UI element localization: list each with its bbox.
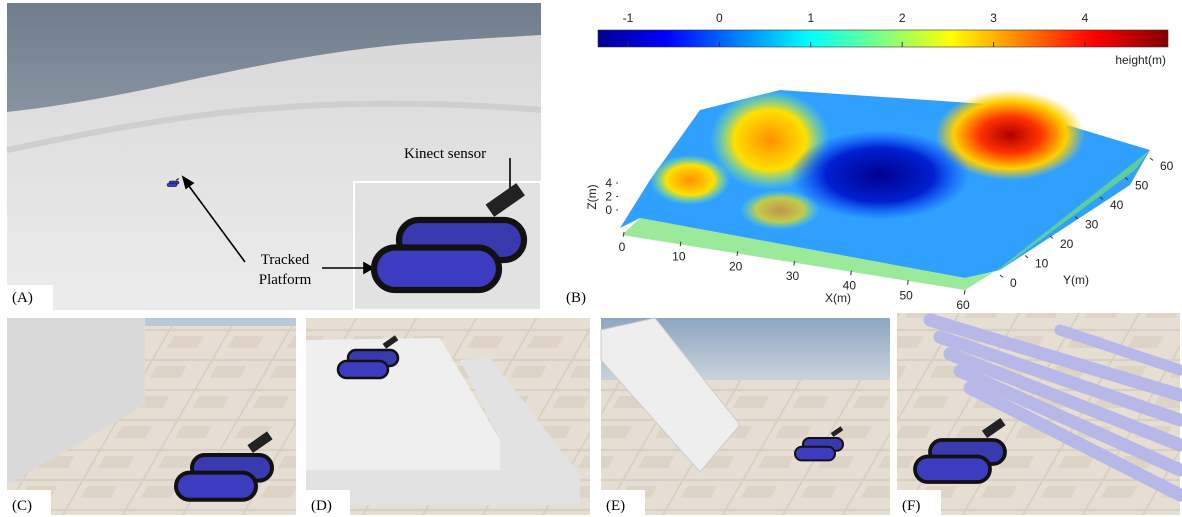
colorbar-tick-label: 3 [990, 11, 997, 25]
tick-label: 40 [1110, 198, 1124, 212]
tick-label: 30 [786, 269, 800, 283]
track [338, 361, 388, 378]
x-axis-label: X(m) [825, 291, 851, 305]
tick-label: 60 [1160, 159, 1174, 173]
tick-label: 50 [899, 288, 913, 302]
panel-label: (A) [12, 290, 33, 306]
colorbar-tick-label: 4 [1082, 11, 1089, 25]
tick [1150, 158, 1153, 160]
panel-label: (D) [311, 498, 332, 514]
tick [908, 280, 909, 285]
panel-label: (B) [566, 290, 586, 306]
tick-label: 2 [605, 190, 612, 204]
tick-label: 0 [619, 240, 626, 254]
tick [680, 242, 681, 247]
tick-label: 20 [729, 259, 743, 273]
sky [140, 318, 296, 326]
y-axis-label: Y(m) [1063, 273, 1089, 287]
tick [737, 251, 738, 256]
tick-label: 4 [605, 176, 612, 190]
tick-label: 30 [1085, 218, 1099, 232]
tick [851, 271, 852, 276]
callout-sensor: Kinect sensor [404, 146, 486, 162]
tick-label: 10 [672, 250, 686, 264]
track [167, 183, 177, 186]
colorbar-tick-label: 1 [807, 11, 814, 25]
tick-label: 0 [1010, 276, 1017, 290]
track [795, 447, 835, 461]
panel-label: (F) [902, 498, 920, 514]
colorbar-tick-label: 0 [716, 11, 723, 25]
panel-label: (C) [12, 498, 32, 514]
panel-label: (E) [606, 498, 625, 514]
z-axis-label: Z(m) [585, 184, 599, 209]
colorbar-tick-label: -1 [623, 11, 634, 25]
tick-label: 40 [843, 279, 857, 293]
tick-label: 20 [1060, 237, 1074, 251]
figure: Kinect sensor TrackedPlatform (A) height… [0, 0, 1182, 517]
track [176, 473, 256, 500]
tick [1000, 275, 1003, 277]
tick [1050, 236, 1053, 238]
colorbar-unit: height(m) [1115, 53, 1166, 67]
colorbar [598, 30, 1168, 47]
track [374, 248, 499, 291]
track [915, 457, 990, 483]
tick-label: 0 [605, 203, 612, 217]
tick [964, 290, 965, 295]
hill [650, 155, 730, 205]
tick-label: 10 [1035, 257, 1049, 271]
hill [740, 190, 820, 230]
tick [623, 232, 624, 237]
tick-label: 60 [956, 298, 970, 312]
tick [794, 261, 795, 266]
tick [1025, 256, 1028, 258]
colorbar-tick-label: 2 [899, 11, 906, 25]
tick-label: 50 [1135, 179, 1149, 193]
